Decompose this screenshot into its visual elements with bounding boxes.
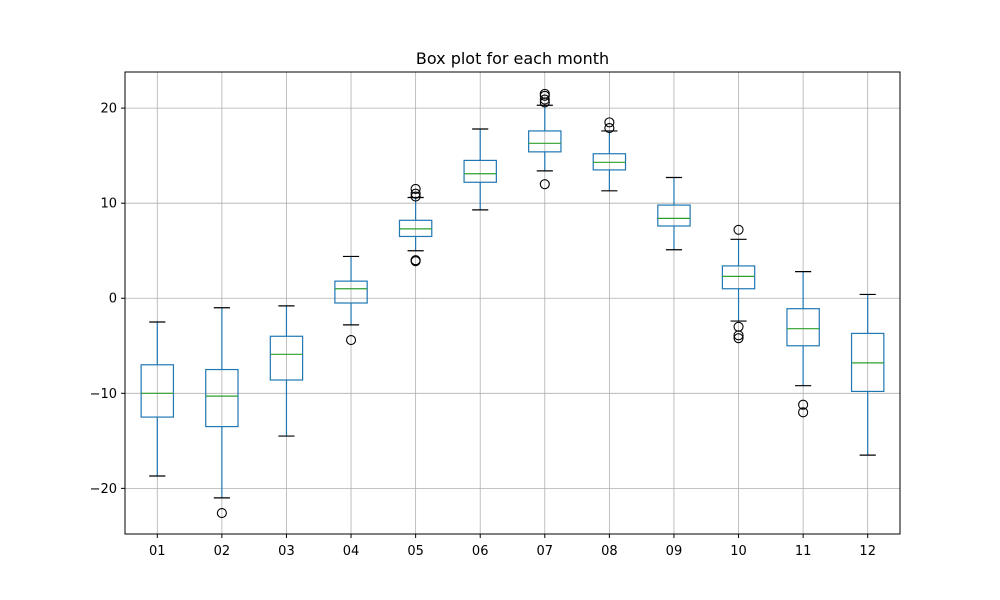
- box-iqr: [463, 159, 497, 183]
- outlier-point: [345, 335, 357, 346]
- outlier-point: [539, 179, 550, 190]
- outlier-point: [604, 123, 615, 134]
- outlier-point: [539, 88, 550, 99]
- box-iqr: [786, 308, 820, 347]
- box-iqr: [334, 280, 368, 304]
- box-month-01: [140, 321, 175, 477]
- outlier-point: [410, 188, 421, 199]
- box-iqr: [205, 368, 239, 428]
- outlier-point: [733, 224, 744, 235]
- x-tick-label: 03: [278, 544, 295, 559]
- outlier-point: [410, 183, 421, 194]
- outlier-point: [798, 399, 809, 410]
- x-tick-label: 01: [149, 544, 166, 559]
- box-month-05: [398, 183, 433, 267]
- box-iqr: [269, 335, 304, 381]
- y-tick-label: −10: [90, 387, 117, 402]
- x-tick-label: 07: [537, 544, 554, 559]
- y-tick-label: 20: [100, 102, 117, 117]
- x-tick-label: 04: [343, 544, 360, 559]
- x-tick-label: 09: [666, 544, 683, 559]
- x-tick-label: 02: [214, 544, 231, 559]
- boxes-group: [140, 88, 885, 519]
- outlier-point: [410, 255, 421, 266]
- x-tick-label: 05: [407, 544, 424, 559]
- box-month-06: [463, 128, 497, 211]
- outlier-point: [733, 333, 744, 344]
- x-tick-label: 12: [859, 544, 876, 559]
- x-tick-label: 10: [730, 544, 747, 559]
- box-month-10: [721, 224, 756, 344]
- outlier-point: [604, 117, 615, 128]
- chart-title: Box plot for each month: [416, 49, 609, 68]
- y-tick-label: −20: [90, 482, 117, 497]
- outlier-point: [539, 94, 550, 105]
- box-iqr: [140, 364, 175, 418]
- box-month-07: [528, 88, 562, 190]
- box-month-08: [592, 117, 627, 192]
- x-tick-label: 06: [472, 544, 489, 559]
- box-month-12: [850, 293, 885, 456]
- box-month-02: [205, 307, 239, 519]
- axes-group: −20 −10 0 10 20 01 02 03 04 05 06 07 08 09 10 11 12: [90, 71, 901, 559]
- box-iqr: [721, 265, 756, 290]
- outlier-point: [798, 407, 809, 418]
- plot-frame: [124, 71, 901, 535]
- box-iqr: [657, 204, 691, 227]
- x-tick-label: 11: [795, 544, 812, 559]
- box-month-03: [269, 305, 304, 437]
- outlier-point: [216, 508, 227, 519]
- outlier-point: [733, 321, 744, 332]
- outlier-point: [410, 191, 421, 202]
- box-iqr: [528, 130, 562, 153]
- box-month-04: [334, 255, 368, 346]
- x-tick-label: 08: [601, 544, 618, 559]
- y-tick-label: 10: [100, 197, 117, 212]
- grid-lines: [125, 72, 900, 534]
- box-month-11: [786, 271, 820, 418]
- box-month-09: [657, 176, 691, 251]
- y-tick-label: 0: [109, 292, 117, 307]
